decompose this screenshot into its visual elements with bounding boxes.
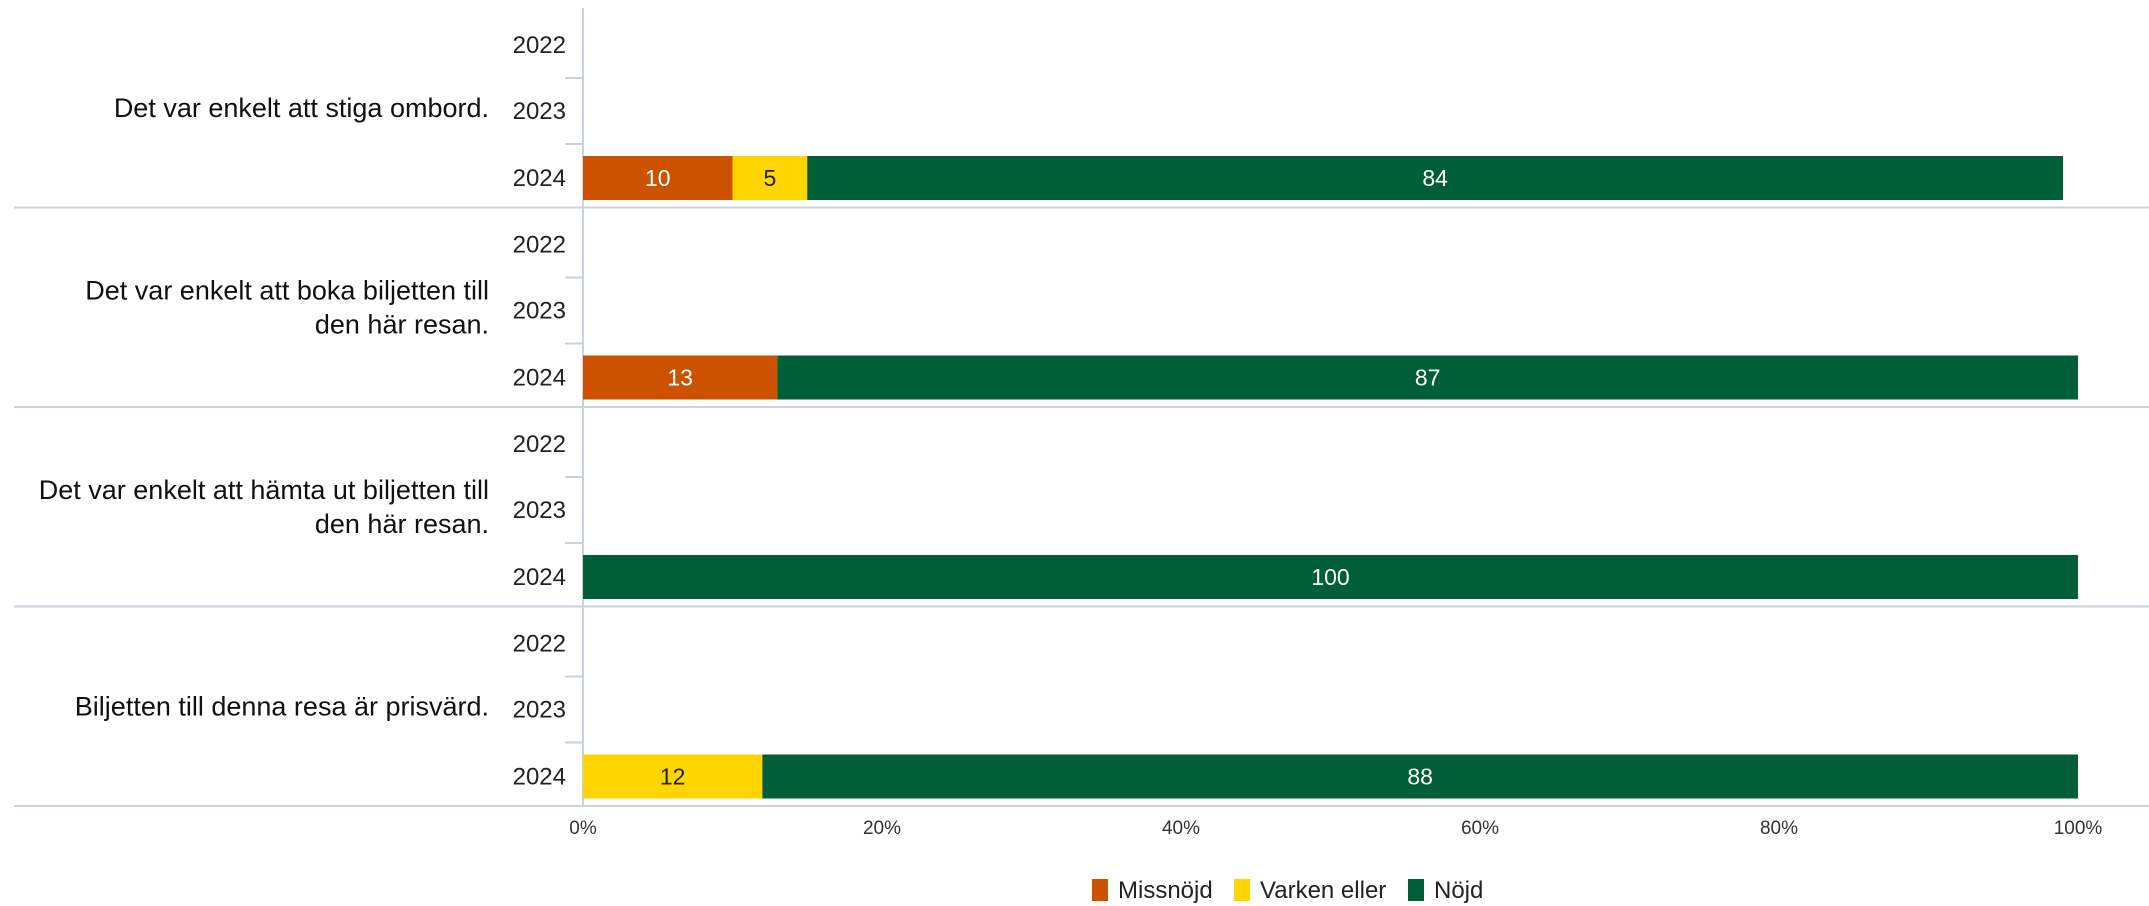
legend: Missnöjd Varken eller Nöjd [1092,877,1483,904]
bar-segment [583,156,733,200]
data-label: 12 [660,764,686,790]
bar-segment [583,555,2078,599]
data-label: 84 [1422,165,1448,191]
question-label: den här resan. [315,509,489,539]
year-label: 2024 [513,365,566,392]
year-label: 2023 [513,298,566,325]
bar-segment [777,355,2078,400]
bar-segment [807,156,2064,200]
legend-label: Missnöjd [1118,877,1213,904]
question-label: Det var enkelt att hämta ut biljetten ti… [39,475,489,505]
x-tick-label: 0% [569,818,597,839]
legend-swatch [1092,879,1108,901]
year-label: 2024 [513,165,566,192]
data-label: 13 [667,365,693,391]
bar-segment [583,355,778,400]
data-label: 87 [1415,365,1441,391]
bar-segment [732,156,808,200]
x-tick-label: 100% [2054,818,2103,839]
year-label: 2024 [513,764,566,791]
legend-swatch [1408,879,1424,901]
year-label: 2022 [513,631,566,658]
data-label: 88 [1407,764,1433,790]
year-label: 2022 [513,232,566,259]
year-label: 2024 [513,564,566,591]
data-label: 100 [1311,564,1349,590]
x-tick-label: 60% [1461,818,1499,839]
plot-area: Det var enkelt att stiga ombord. 2022 2023… [14,8,2149,839]
question-label: Det var enkelt att stiga ombord. [114,93,489,123]
question-label: Det var enkelt att boka biljetten till [85,275,489,305]
year-label: 2022 [513,431,566,458]
year-label: 2023 [513,98,566,125]
year-label: 2023 [513,497,566,524]
year-label: 2022 [513,32,566,59]
x-tick-label: 40% [1162,818,1200,839]
x-tick-label: 80% [1760,818,1798,839]
legend-label: Varken eller [1260,877,1386,904]
question-label: den här resan. [315,309,489,339]
x-tick-label: 20% [863,818,901,839]
bar-segment [583,754,763,799]
question-label: Biljetten till denna resa är prisvärd. [75,691,489,721]
data-label: 10 [645,165,671,191]
bar-segment [762,754,2078,799]
legend-label: Nöjd [1434,877,1483,904]
legend-swatch [1234,879,1250,901]
data-label: 5 [763,165,776,191]
year-label: 2023 [513,697,566,724]
